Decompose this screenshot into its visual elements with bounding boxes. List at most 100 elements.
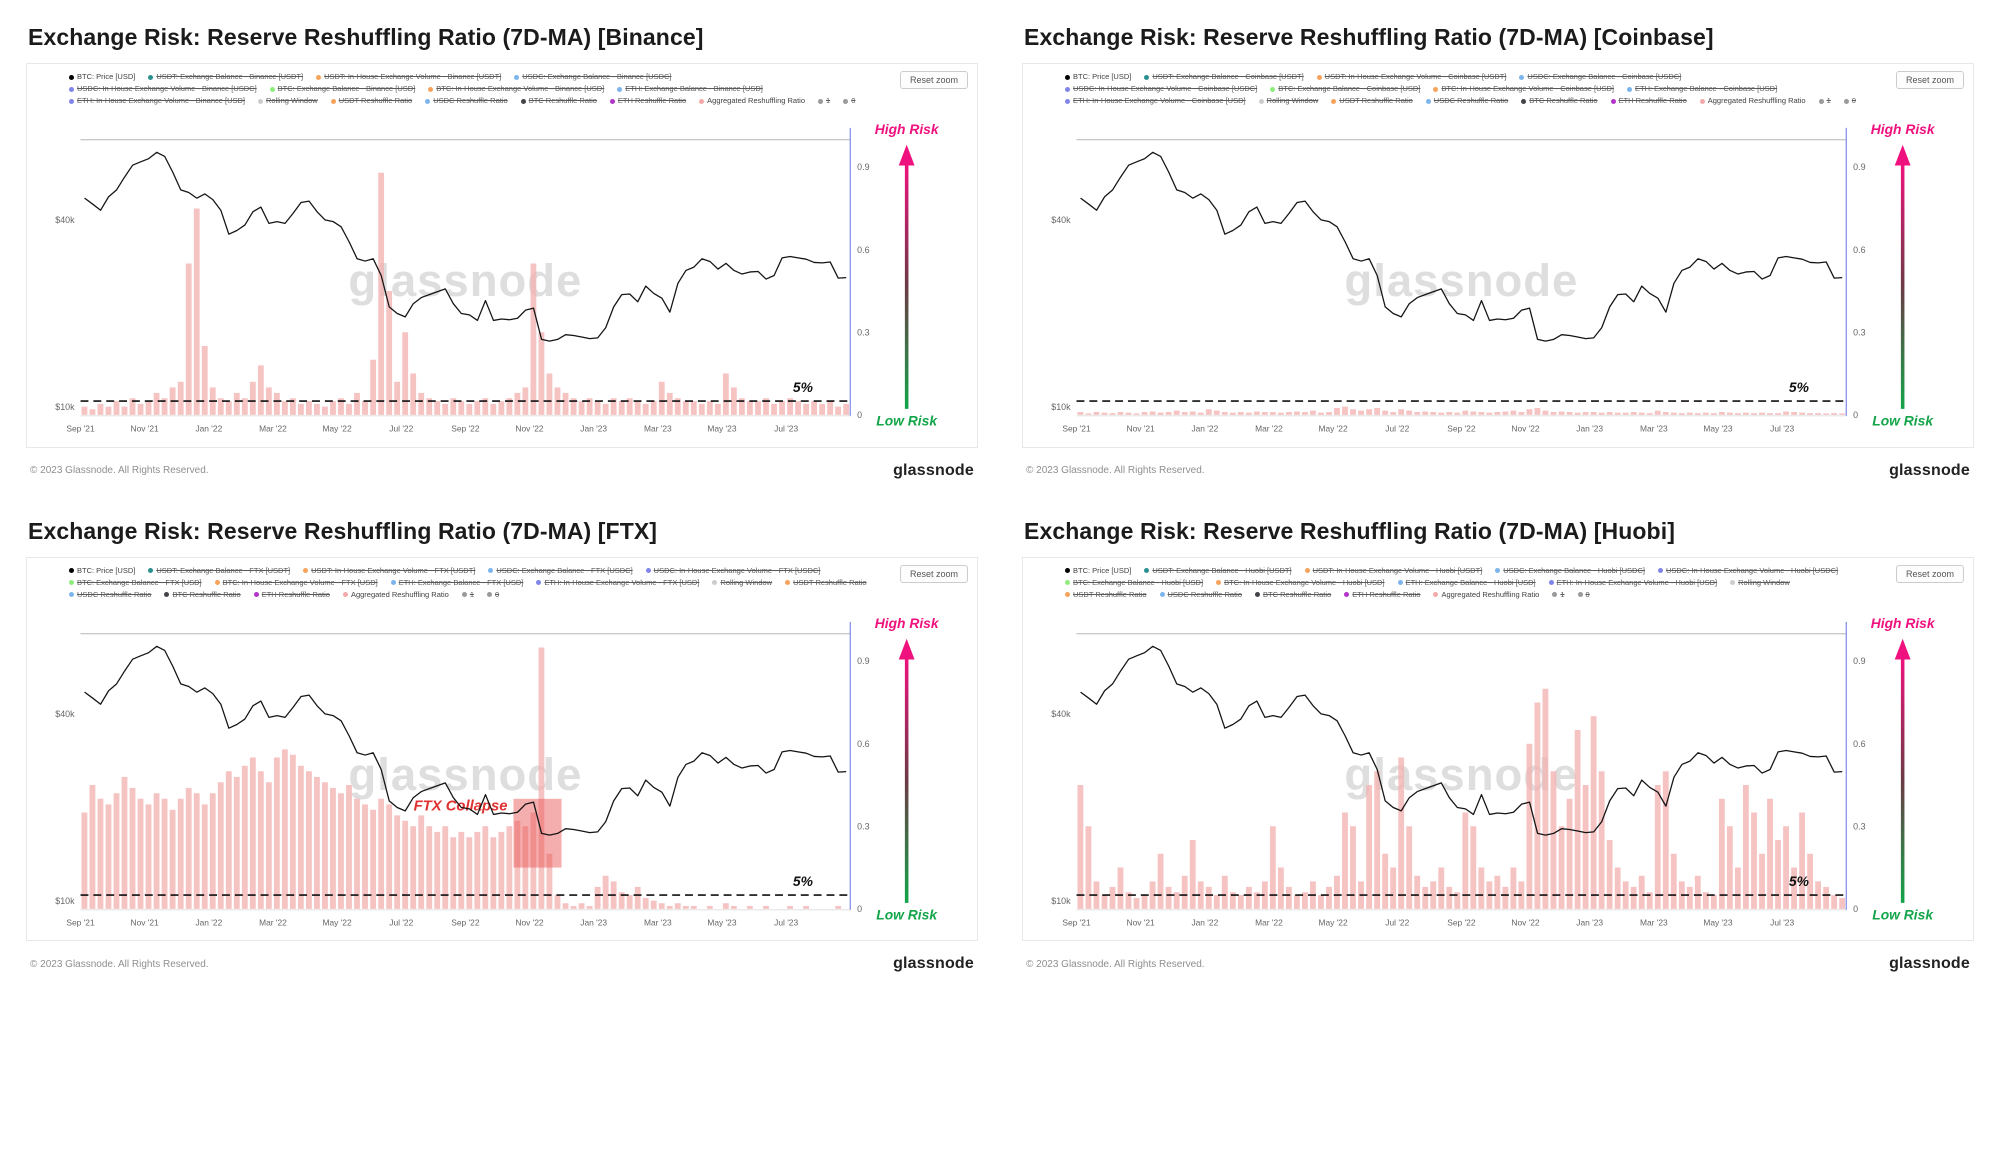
x-axis-label: Sep '21 — [1062, 917, 1091, 927]
x-axis-label: Nov '21 — [1127, 424, 1156, 434]
legend-item[interactable]: USDT: In-House Exchange Volume - FTX [US… — [303, 566, 475, 576]
x-axis-label: Mar '22 — [1255, 917, 1283, 927]
legend-item[interactable]: ETH: Exchange Balance - Binance [USD] — [617, 84, 763, 94]
legend-item[interactable]: USDC: In-House Exchange Volume - FTX [US… — [645, 566, 820, 576]
legend-item[interactable]: BTC: Exchange Balance - Huobi [USD] — [1065, 578, 1203, 588]
legend-item[interactable]: 0 — [1843, 96, 1856, 106]
legend-item[interactable]: BTC: Price [USD] — [1065, 566, 1131, 576]
legend-item[interactable]: BTC Reshuffle Ratio — [1255, 590, 1331, 600]
legend-item[interactable]: ETH Reshuffle Ratio — [253, 590, 330, 600]
legend-item-label: USDT Reshuffle Ratio — [793, 577, 867, 587]
legend-item[interactable]: ETH: Exchange Balance - Coinbase [USD] — [1627, 84, 1777, 94]
legend-item[interactable]: BTC: Price [USD] — [1065, 72, 1131, 82]
legend-item[interactable]: USDT: Exchange Balance - Coinbase [USDT] — [1144, 72, 1304, 82]
legend-item[interactable]: BTC Reshuffle Ratio — [1521, 96, 1598, 106]
legend-item[interactable]: ETH Reshuffle Ratio — [1344, 590, 1420, 600]
reset-zoom-button[interactable]: Reset zoom — [1895, 564, 1964, 583]
legend-item[interactable]: USDT: Exchange Balance - Huobi [USDT] — [1144, 566, 1292, 576]
legend-item-label: BTC Reshuffle Ratio — [1263, 589, 1332, 599]
reset-zoom-button[interactable]: Reset zoom — [899, 564, 968, 583]
legend-item[interactable]: 1 — [461, 590, 474, 600]
reset-zoom-button[interactable]: Reset zoom — [1895, 71, 1964, 89]
legend-item[interactable]: Rolling Window — [258, 96, 318, 106]
legend-item[interactable]: 0 — [486, 590, 499, 600]
legend-item-label: USDT: Exchange Balance - Binance [USDT] — [156, 72, 304, 81]
legend-item-label: BTC: In-House Exchange Volume - Huobi [U… — [1224, 577, 1385, 587]
legend-item[interactable]: USDC Reshuffle Ratio — [69, 590, 151, 600]
legend-marker-icon — [269, 86, 275, 92]
x-axis-label: Jul '22 — [389, 424, 413, 434]
legend-item[interactable]: USDT Reshuffle Ratio — [1065, 590, 1147, 600]
legend-item[interactable]: Aggregated Reshuffling Ratio — [1433, 590, 1539, 600]
legend-item[interactable]: BTC: In-House Exchange Volume - Binance … — [428, 84, 604, 94]
legend-item[interactable]: BTC: Price [USD] — [69, 566, 135, 576]
legend-item[interactable]: Rolling Window — [1730, 578, 1790, 588]
legend-item[interactable]: USDC Reshuffle Ratio — [1159, 590, 1242, 600]
legend-item[interactable]: 1 — [1818, 96, 1831, 106]
ratio-axis-label: 0 — [857, 903, 862, 913]
legend-item[interactable]: BTC Reshuffle Ratio — [520, 96, 597, 106]
x-axis-label: Jul '23 — [1770, 917, 1794, 927]
legend-item[interactable]: BTC: In-House Exchange Volume - Coinbase… — [1433, 84, 1614, 94]
legend-item[interactable]: Rolling Window — [712, 578, 772, 588]
legend-item[interactable]: USDC: In-House Exchange Volume - Huobi [… — [1657, 566, 1838, 576]
reset-zoom-button[interactable]: Reset zoom — [899, 71, 968, 89]
legend-item[interactable]: USDT Reshuffle Ratio — [785, 578, 867, 588]
legend-item[interactable]: BTC: Exchange Balance - Binance [USD] — [269, 84, 415, 94]
legend-item[interactable]: USDC: Exchange Balance - Huobi [USDC] — [1495, 566, 1645, 576]
legend-marker-icon — [1552, 592, 1558, 597]
chart-canvas-mount: glassnode FTX Collapse 5% $40k $10k 0.9 0.6 0.3… — [35, 612, 969, 939]
legend-item[interactable]: ETH: In-House Exchange Volume - Coinbase… — [1065, 96, 1246, 106]
legend-item[interactable]: 0 — [1577, 590, 1590, 600]
legend-item[interactable]: ETH Reshuffle Ratio — [609, 96, 686, 106]
legend-item[interactable]: USDC: In-House Exchange Volume - Coinbas… — [1065, 84, 1257, 94]
legend-item-label: Rolling Window — [266, 96, 318, 105]
legend-item[interactable]: Aggregated Reshuffling Ratio — [699, 96, 805, 106]
legend-item-label: BTC: In-House Exchange Volume - Binance … — [436, 84, 605, 93]
x-axis-label: Jan '23 — [1576, 424, 1603, 434]
x-axis-label: May '22 — [323, 917, 352, 927]
legend-item[interactable]: BTC: Price [USD] — [69, 72, 135, 82]
legend-item[interactable]: ETH: In-House Exchange Volume - Huobi [U… — [1548, 578, 1717, 588]
legend-item[interactable]: BTC: In-House Exchange Volume - FTX [USD… — [214, 578, 378, 588]
legend-item[interactable]: USDT: In-House Exchange Volume - Coinbas… — [1316, 72, 1506, 82]
legend-item[interactable]: USDC Reshuffle Ratio — [1425, 96, 1508, 106]
legend-item[interactable]: USDT Reshuffle Ratio — [1331, 96, 1413, 106]
legend-item[interactable]: BTC: Exchange Balance - Coinbase [USD] — [1270, 84, 1420, 94]
ftx-collapse-region — [513, 798, 562, 868]
legend-item[interactable]: USDT: In-House Exchange Volume - Huobi [… — [1304, 565, 1483, 576]
x-axis-label: Jul '23 — [1770, 424, 1794, 434]
watermark: glassnode — [1344, 255, 1578, 306]
legend-item[interactable]: Rolling Window — [1258, 96, 1318, 106]
ratio-axis-label: 0 — [1853, 903, 1858, 913]
legend-item[interactable]: 1 — [1552, 590, 1565, 600]
legend-item[interactable]: Aggregated Reshuffling Ratio — [1699, 96, 1806, 106]
legend-item[interactable]: ETH: In-House Exchange Volume - Binance … — [69, 96, 245, 106]
legend-marker-icon — [69, 74, 74, 80]
legend-item[interactable]: BTC: Exchange Balance - FTX [USD] — [69, 578, 202, 588]
legend-item-label: USDT: In-House Exchange Volume - Huobi [… — [1312, 565, 1483, 575]
legend-item[interactable]: ETH: In-House Exchange Volume - FTX [USD… — [536, 578, 699, 588]
legend-item[interactable]: USDC Reshuffle Ratio — [425, 96, 508, 106]
legend-item[interactable]: USDT: In-House Exchange Volume - Binance… — [316, 72, 501, 82]
panel-footer: © 2023 Glassnode. All Rights Reserved. g… — [1026, 955, 1970, 973]
legend-item[interactable]: ETH: Exchange Balance - Huobi [USD] — [1397, 578, 1536, 588]
legend-item[interactable]: BTC: In-House Exchange Volume - Huobi [U… — [1216, 578, 1385, 588]
legend-item[interactable]: USDT Reshuffle Ratio — [330, 96, 412, 106]
panel-title: Exchange Risk: Reserve Reshuffling Ratio… — [28, 517, 658, 544]
legend: BTC: Price [USD] USDT: Exchange Balance -… — [35, 564, 969, 612]
legend-item[interactable]: BTC Reshuffle Ratio — [164, 590, 241, 600]
ratio-axis-label: 0.3 — [1853, 821, 1865, 831]
legend-item-label: 1 — [826, 96, 831, 105]
legend-item[interactable]: USDC: Exchange Balance - Binance [USDC] — [514, 72, 672, 82]
legend-item[interactable]: USDC: Exchange Balance - FTX [USDC] — [488, 566, 633, 576]
legend-item[interactable]: USDT: Exchange Balance - FTX [USDT] — [148, 566, 290, 576]
legend-item[interactable]: Aggregated Reshuffling Ratio — [342, 590, 449, 600]
legend-item[interactable]: USDC: In-House Exchange Volume - Binance… — [69, 84, 257, 94]
legend-item[interactable]: USDT: Exchange Balance - Binance [USDT] — [148, 72, 303, 82]
legend-item[interactable]: ETH: Exchange Balance - FTX [USD] — [390, 578, 523, 588]
legend-item[interactable]: ETH Reshuffle Ratio — [1610, 96, 1687, 106]
legend-item[interactable]: 1 — [818, 96, 830, 106]
legend-item[interactable]: USDC: Exchange Balance - Coinbase [USDC] — [1519, 72, 1681, 82]
legend-item[interactable]: 0 — [843, 96, 855, 106]
